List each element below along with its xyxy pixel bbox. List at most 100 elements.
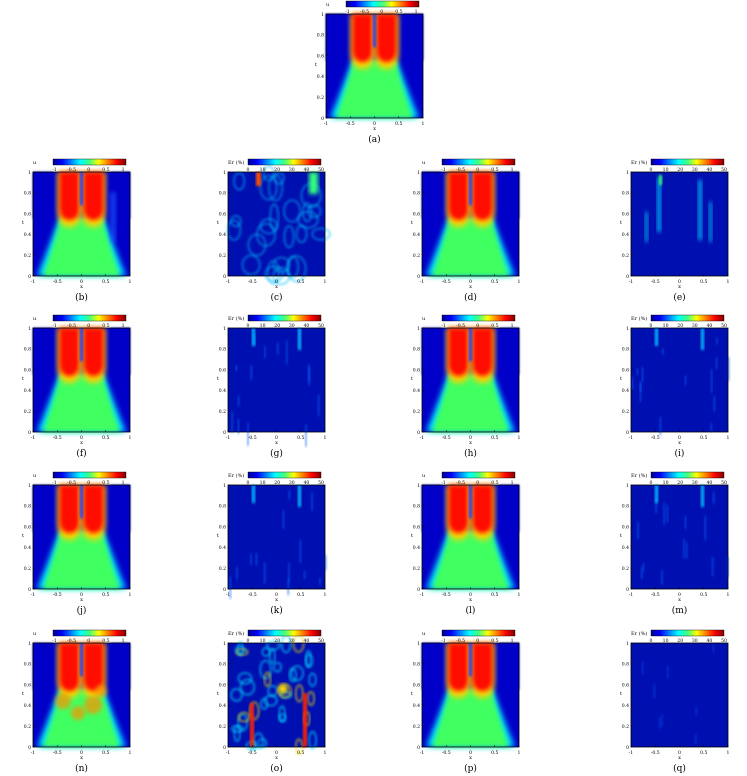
x-tick-label: 0.5 [297, 592, 304, 598]
colorbar-tick-label: 1 [122, 480, 125, 486]
colorbar-tick-label: 0 [476, 167, 479, 173]
colorbar [52, 314, 127, 322]
x-tick-label: 0.5 [700, 279, 707, 285]
colorbar-tick-label: 20 [274, 480, 280, 486]
colorbar-tick-label: 0.5 [102, 323, 109, 329]
colorbar-tick-label: 1 [122, 323, 125, 329]
x-tick-label: 0.5 [297, 435, 304, 441]
x-tick-label: -1 [31, 750, 36, 756]
colorbar-tick-label: -1 [52, 480, 57, 486]
colorbar [650, 314, 725, 322]
x-tick-label: -1 [31, 279, 36, 285]
y-tick-label: 0.6 [24, 367, 31, 373]
colorbar-tick-label: 0 [247, 167, 250, 173]
colorbar-tick-label: 0 [380, 9, 383, 15]
x-tick-label: 1 [129, 279, 132, 285]
y-tick-label: 0.2 [219, 253, 226, 259]
y-tick-label: 0.6 [24, 682, 31, 688]
y-tick-label: 0.4 [622, 703, 629, 709]
x-tick-label: -0.5 [53, 435, 62, 441]
y-tick-label: 1 [417, 326, 420, 332]
colorbar-tick-label: 0 [476, 323, 479, 329]
x-tick-label: 0 [275, 750, 278, 756]
colorbar [52, 629, 127, 637]
x-axis-label: x [469, 284, 472, 290]
panel-d: u -1 -0.5 0 0.5 1 0 0.2 0.4 0.6 0.8 1 t -1 -0.5 0 0.5 1 x (… [411, 158, 521, 303]
y-tick-label: 0 [626, 587, 629, 593]
colorbar-tick-label: 50 [721, 167, 727, 173]
panel-caption: (h) [464, 448, 477, 459]
colorbar-tick-label: 0 [476, 480, 479, 486]
y-tick-label: 0.8 [622, 662, 629, 668]
x-axis-label: x [469, 597, 472, 603]
y-tick-label: 1 [223, 326, 226, 332]
y-tick-label: 0.6 [317, 53, 324, 59]
x-axis-label: x [469, 755, 472, 761]
colorbar-tick-label: 50 [318, 167, 324, 173]
colorbar-tick-label: 50 [721, 480, 727, 486]
y-tick-label: 0.6 [219, 524, 226, 530]
colorbar-label: u [422, 631, 426, 637]
y-tick-label: 0 [417, 274, 420, 280]
y-tick-label: 1 [223, 170, 226, 176]
colorbar-tick-label: 30 [692, 323, 698, 329]
panel-caption: (m) [672, 605, 688, 616]
x-tick-label: 0 [678, 435, 681, 441]
panel-a: u -1 -0.5 0 0.5 1 0 0.2 0.4 0.6 0.8 1 t -1 -0.5 0 0.5 1 x (… [315, 0, 425, 145]
colorbar-tick-label: 1 [122, 167, 125, 173]
y-tick-label: 1 [28, 641, 31, 647]
y-tick-label: 0.4 [413, 703, 420, 709]
panel-caption: (f) [76, 448, 86, 459]
colorbar-tick-label: -1 [345, 9, 350, 15]
colorbar-tick-label: 0.5 [491, 638, 498, 644]
colorbar-label: Er (%) [631, 159, 647, 166]
colorbar-tick-label: 0 [650, 167, 653, 173]
colorbar-tick-label: 1 [511, 323, 514, 329]
colorbar-label: u [33, 316, 37, 322]
colorbar-tick-label: 40 [706, 638, 712, 644]
y-axis-label: t [22, 691, 24, 697]
colorbar-label: Er (%) [631, 472, 647, 479]
panel-f: u -1 -0.5 0 0.5 1 0 0.2 0.4 0.6 0.8 1 t -1 -0.5 0 0.5 1 x (… [22, 314, 132, 459]
y-tick-label: 0.6 [622, 367, 629, 373]
x-tick-label: -0.5 [53, 279, 62, 285]
colorbar-tick-label: 50 [318, 323, 324, 329]
colorbar-tick-label: -0.5 [456, 480, 465, 486]
x-tick-label: -0.5 [651, 435, 660, 441]
colorbar-tick-label: 0 [87, 638, 90, 644]
y-axis-label: t [217, 376, 219, 382]
y-tick-label: 0.2 [413, 409, 420, 415]
y-tick-label: 0.8 [24, 662, 31, 668]
x-tick-label: 1 [324, 750, 327, 756]
colorbar-tick-label: 30 [692, 638, 698, 644]
colorbar-tick-label: 20 [274, 638, 280, 644]
y-tick-label: 0.2 [24, 566, 31, 572]
colorbar-tick-label: 40 [303, 480, 309, 486]
x-tick-label: -1 [226, 592, 231, 598]
colorbar-tick-label: 30 [289, 323, 295, 329]
x-tick-label: 0 [80, 279, 83, 285]
x-tick-label: 1 [324, 435, 327, 441]
colorbar-tick-label: -0.5 [67, 167, 76, 173]
colorbar-tick-label: 0.5 [102, 480, 109, 486]
y-tick-label: 0 [417, 587, 420, 593]
x-tick-label: 0 [469, 279, 472, 285]
x-tick-label: 0 [469, 435, 472, 441]
colorbar [247, 314, 322, 322]
colorbar-tick-label: 10 [260, 167, 266, 173]
y-axis-label: t [620, 220, 622, 226]
colorbar-tick-label: 40 [706, 323, 712, 329]
y-tick-label: 0.6 [219, 682, 226, 688]
y-tick-label: 0.2 [24, 724, 31, 730]
panel-caption: (l) [466, 605, 476, 616]
colorbar-tick-label: 40 [303, 167, 309, 173]
x-tick-label: 0 [678, 279, 681, 285]
panel-caption: (n) [75, 763, 88, 774]
x-tick-label: 0.5 [102, 592, 109, 598]
x-tick-label: 1 [518, 592, 521, 598]
x-tick-label: -1 [420, 435, 425, 441]
x-axis-label: x [678, 597, 681, 603]
y-tick-label: 0.4 [413, 232, 420, 238]
